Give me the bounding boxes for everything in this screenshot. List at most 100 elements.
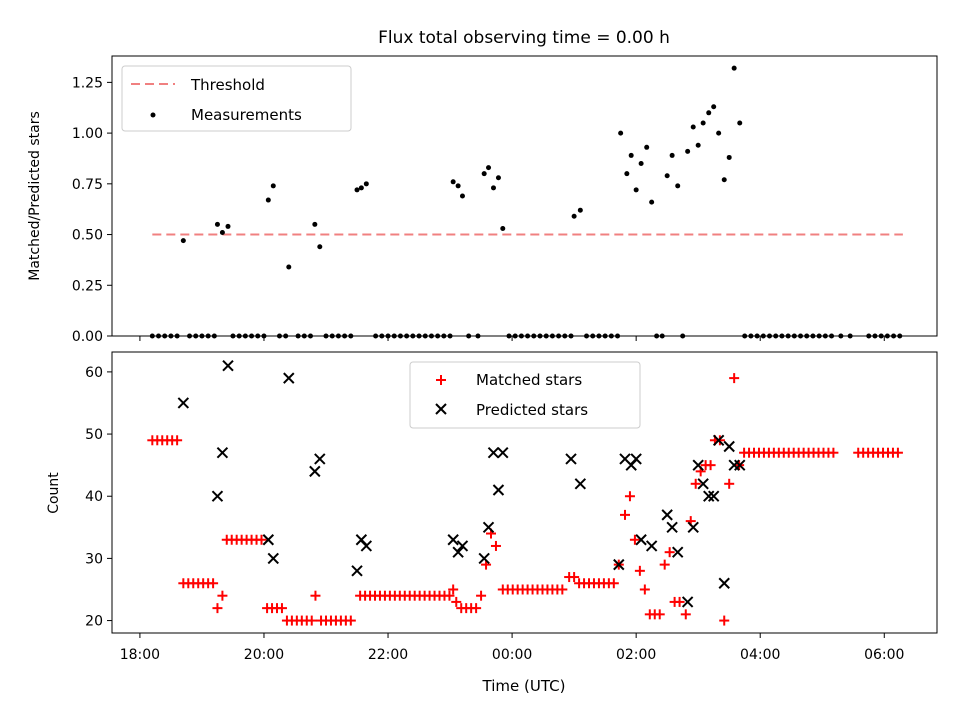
measurement-point bbox=[214, 221, 220, 227]
measurement-point bbox=[500, 225, 506, 231]
ratio-y-tick-label: 1.00 bbox=[72, 126, 103, 142]
measurement-point bbox=[450, 179, 456, 185]
measurement-point bbox=[706, 110, 712, 116]
measurement-point bbox=[721, 177, 727, 183]
x-tick-label: 20:00 bbox=[244, 647, 284, 663]
count-y-tick-label: 20 bbox=[85, 614, 103, 630]
x-tick-label: 22:00 bbox=[368, 647, 408, 663]
predicted-stars-point bbox=[222, 359, 234, 372]
predicted-stars-point bbox=[482, 521, 495, 534]
matched-stars-point bbox=[276, 603, 287, 614]
predicted-stars-point bbox=[697, 478, 709, 490]
predicted-stars-point bbox=[314, 453, 326, 465]
matched-stars-point bbox=[639, 584, 650, 595]
measurement-point bbox=[726, 154, 732, 160]
measurement-point bbox=[459, 193, 465, 199]
legend-matched-label: Matched stars bbox=[476, 371, 582, 389]
matched-stars-point bbox=[705, 460, 716, 471]
measurement-point bbox=[649, 199, 655, 205]
measurement-point bbox=[312, 221, 318, 227]
measurement-point bbox=[577, 207, 583, 213]
measurement-point bbox=[317, 244, 323, 250]
x-tick-label: 18:00 bbox=[120, 647, 160, 663]
measurement-point bbox=[685, 148, 691, 154]
count-y-tick-label: 50 bbox=[85, 427, 103, 443]
predicted-stars-point bbox=[565, 453, 577, 465]
measurement-point bbox=[490, 185, 496, 191]
count-y-tick-label: 60 bbox=[85, 365, 103, 381]
matched-stars-point bbox=[608, 578, 619, 589]
measurement-point bbox=[669, 152, 675, 158]
ratio-legend: Threshold Measurements bbox=[121, 65, 352, 132]
predicted-stars-point bbox=[309, 465, 321, 478]
legend-predicted-swatch bbox=[435, 403, 447, 415]
ratio-panel-frame bbox=[111, 55, 938, 337]
ratio-y-axis-label: Matched/Predicted stars bbox=[27, 111, 43, 281]
measurement-point bbox=[644, 144, 650, 150]
predicted-stars-point bbox=[687, 521, 699, 534]
matched-stars-point bbox=[345, 615, 356, 626]
predicted-stars-point bbox=[703, 490, 715, 502]
predicted-stars-point bbox=[672, 546, 684, 558]
measurement-point bbox=[455, 183, 461, 189]
measurement-point bbox=[486, 165, 492, 171]
matched-stars-point bbox=[212, 603, 223, 614]
measurement-point bbox=[363, 181, 369, 187]
measurement-point bbox=[624, 171, 630, 177]
measurement-point bbox=[695, 142, 701, 148]
matched-stars-point bbox=[172, 435, 183, 446]
matched-stars-point bbox=[729, 373, 740, 384]
legend-predicted-label: Predicted stars bbox=[476, 401, 588, 419]
predicted-stars-point bbox=[447, 534, 459, 546]
measurement-point bbox=[270, 183, 276, 189]
predicted-stars-point bbox=[666, 521, 678, 534]
legend-measurements-swatch bbox=[150, 112, 156, 118]
x-tick-label: 04:00 bbox=[740, 647, 780, 663]
ratio-y-tick-label: 0.00 bbox=[72, 329, 103, 345]
predicted-stars-point bbox=[723, 440, 735, 453]
measurement-point bbox=[618, 130, 624, 136]
predicted-stars-point bbox=[351, 565, 363, 577]
matched-stars-point bbox=[569, 572, 580, 583]
ratio-y-tick-label: 0.75 bbox=[72, 177, 103, 193]
predicted-stars-point bbox=[267, 552, 279, 565]
predicted-stars-point bbox=[492, 484, 505, 496]
measurement-point bbox=[633, 187, 639, 193]
predicted-stars-point bbox=[635, 534, 647, 546]
predicted-stars-point bbox=[707, 490, 720, 502]
legend-threshold-label: Threshold bbox=[190, 76, 265, 94]
matched-stars-point bbox=[654, 609, 665, 620]
x-tick-label: 02:00 bbox=[616, 647, 656, 663]
predicted-stars-point bbox=[456, 540, 469, 552]
measurement-point bbox=[638, 161, 644, 167]
predicted-stars-point bbox=[692, 459, 704, 471]
predicted-stars-point bbox=[497, 447, 509, 459]
measurement-point bbox=[358, 185, 364, 191]
matched-stars-point bbox=[724, 478, 735, 489]
x-axis-label: Time (UTC) bbox=[482, 677, 566, 695]
predicted-stars-point bbox=[613, 558, 625, 571]
matched-stars-point bbox=[892, 447, 903, 458]
matched-stars-point bbox=[624, 491, 635, 502]
predicted-stars-point bbox=[681, 596, 694, 608]
predicted-stars-point bbox=[211, 490, 224, 502]
matched-stars-point bbox=[490, 540, 501, 551]
measurement-point bbox=[180, 238, 186, 244]
predicted-stars-point bbox=[360, 540, 373, 552]
matched-stars-point bbox=[557, 584, 568, 595]
measurement-point bbox=[716, 130, 722, 136]
predicted-stars-point bbox=[216, 447, 229, 459]
matched-stars-point bbox=[828, 447, 839, 458]
count-y-axis-label: Count bbox=[46, 472, 62, 514]
measurement-point bbox=[354, 187, 360, 193]
measurement-point bbox=[675, 183, 681, 189]
measurement-point bbox=[286, 264, 292, 270]
ratio-y-tick-label: 0.25 bbox=[72, 278, 103, 294]
measurement-point bbox=[628, 152, 634, 158]
matched-stars-point bbox=[690, 478, 701, 489]
measurement-point bbox=[265, 197, 271, 203]
matched-stars-point bbox=[719, 615, 730, 626]
predicted-stars-point bbox=[262, 534, 275, 546]
ratio-y-tick-label: 0.50 bbox=[72, 228, 103, 244]
predicted-stars-point bbox=[452, 546, 464, 558]
